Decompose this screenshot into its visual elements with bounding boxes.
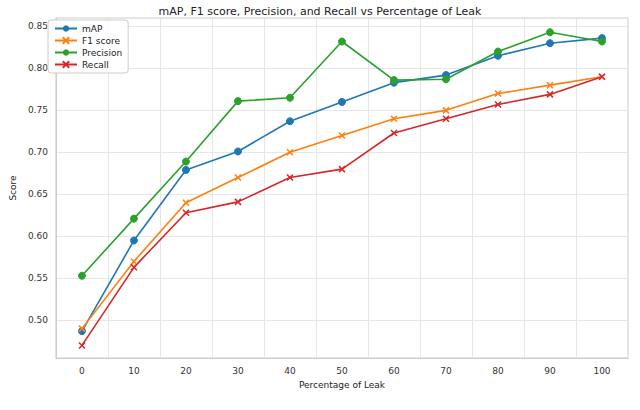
- svg-text:0.80: 0.80: [28, 63, 48, 73]
- svg-text:0.85: 0.85: [28, 21, 48, 31]
- svg-text:0.70: 0.70: [28, 147, 48, 157]
- svg-text:40: 40: [284, 366, 296, 376]
- svg-text:30: 30: [232, 366, 244, 376]
- svg-text:mAP: mAP: [82, 24, 103, 34]
- svg-text:10: 10: [128, 366, 140, 376]
- svg-text:0: 0: [79, 366, 85, 376]
- svg-text:Percentage of Leak: Percentage of Leak: [299, 380, 386, 390]
- svg-text:0.50: 0.50: [28, 315, 48, 325]
- svg-text:80: 80: [492, 366, 504, 376]
- svg-text:F1 score: F1 score: [82, 36, 120, 46]
- svg-text:mAP, F1 score, Precision, and: mAP, F1 score, Precision, and Recall vs …: [159, 5, 482, 18]
- svg-text:60: 60: [388, 366, 400, 376]
- svg-text:100: 100: [593, 366, 610, 376]
- svg-text:0.75: 0.75: [28, 105, 48, 115]
- svg-text:0.60: 0.60: [28, 231, 48, 241]
- svg-text:0.55: 0.55: [28, 273, 48, 283]
- svg-text:Score: Score: [8, 175, 18, 201]
- svg-text:Precision: Precision: [82, 48, 122, 58]
- svg-text:50: 50: [336, 366, 348, 376]
- svg-text:0.65: 0.65: [28, 189, 48, 199]
- svg-text:20: 20: [180, 366, 192, 376]
- svg-text:70: 70: [440, 366, 452, 376]
- svg-text:Recall: Recall: [82, 60, 109, 70]
- svg-text:90: 90: [544, 366, 556, 376]
